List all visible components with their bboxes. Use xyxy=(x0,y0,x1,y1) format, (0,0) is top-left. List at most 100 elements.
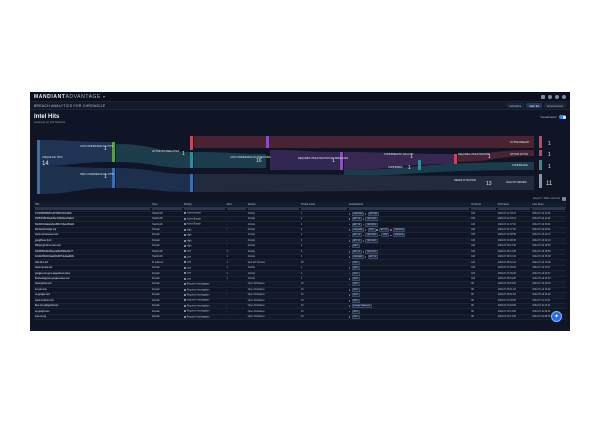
brand-logo[interactable]: MANDIANTADVANTAGE xyxy=(34,93,101,100)
assistant-fab[interactable]: ✦ xyxy=(551,311,562,322)
filter-input[interactable] xyxy=(152,207,182,210)
table-row[interactable]: ffesfreaitagrpax.googlereview.com Domain L… xyxy=(34,276,566,283)
node-low-confidence-hits[interactable] xyxy=(112,142,115,162)
association-tag[interactable]: UNC3524 xyxy=(392,228,406,232)
flow-teal-right[interactable] xyxy=(344,162,534,176)
node-active-breach[interactable] xyxy=(539,136,542,148)
association-tag[interactable]: FIN7 xyxy=(351,298,360,303)
association-tag[interactable]: UNC0000 xyxy=(351,255,364,259)
cell-ioc[interactable]: fdfhjsd-gbrstmv-nets.com xyxy=(34,243,152,250)
export-button[interactable]: Export ▾ Table columns xyxy=(533,197,560,200)
priority-checkbox[interactable] xyxy=(183,315,186,318)
association-tag[interactable]: UNC2447 xyxy=(365,249,378,254)
table-row[interactable]: us-google.com Domain Requires Investigatio… xyxy=(34,292,566,299)
association-tag[interactable]: APT/FIN xyxy=(367,211,379,216)
association-tag[interactable]: FIN7 xyxy=(351,244,360,248)
association-tag[interactable]: UNC0000 xyxy=(351,211,364,216)
association-tag[interactable]: FIN7 xyxy=(351,282,360,287)
priority-checkbox[interactable] xyxy=(183,239,186,242)
cell-ioc[interactable]: xset-ro.org xyxy=(34,314,152,321)
col-priority[interactable]: Priority xyxy=(182,202,226,208)
col-source[interactable]: Source xyxy=(246,202,300,208)
association-tag[interactable]: FIN7 xyxy=(351,260,360,265)
association-tag[interactable]: FIN7 xyxy=(351,271,360,276)
cell-ioc[interactable]: www.rendsmr.com xyxy=(34,298,152,304)
association-tag[interactable]: APT 41 xyxy=(351,249,362,254)
association-tag[interactable]: FIN7 xyxy=(367,228,376,232)
cell-ioc[interactable]: ffesfreaitagrpax.googlereview.com xyxy=(34,276,152,283)
flow-teal[interactable] xyxy=(116,144,190,168)
tab-alert-list[interactable]: Alert list xyxy=(526,102,543,109)
cell-ioc[interactable]: c5b6f8f92d0c4f0ea1a6f3d5b9e2d177 xyxy=(34,249,152,256)
avatar[interactable] xyxy=(562,94,566,99)
bell-icon[interactable] xyxy=(541,94,545,99)
cell-ioc[interactable]: www.mexicar.net xyxy=(34,265,152,272)
association-tag[interactable]: FIN7 xyxy=(351,309,360,314)
table-row[interactable]: 192.42.0.117 IP address Low 1 Intel Info Ser… xyxy=(34,259,566,266)
filter-input[interactable] xyxy=(471,207,496,210)
col-last-seen[interactable]: Last Seen xyxy=(531,202,566,208)
association-tag[interactable]: UNC0000 xyxy=(351,228,364,232)
association-tag[interactable]: UNC2447 xyxy=(365,233,378,238)
table-row[interactable]: fdsnfsd-ksrssdgs.org Domain High - Activity 1… xyxy=(34,227,566,234)
flow-gray-bottom[interactable] xyxy=(194,174,534,192)
table-row[interactable]: 47d4b6f99f5b6fcd6703f11f3f3e42bb Hash/md5… xyxy=(34,211,566,217)
association-tag[interactable]: UNC2447 xyxy=(365,238,378,243)
visualization-toggle[interactable]: Visualization xyxy=(540,115,566,119)
association-tag[interactable]: APT 29 xyxy=(367,255,378,259)
node-confidence[interactable] xyxy=(539,160,542,170)
filter-input[interactable] xyxy=(348,207,470,210)
node-unique-hits[interactable] xyxy=(37,140,40,194)
col-type[interactable]: Type xyxy=(151,202,183,208)
filter-input[interactable] xyxy=(497,207,531,210)
flow-red-top[interactable] xyxy=(194,136,534,148)
association-tag[interactable]: FIN7 xyxy=(351,315,360,319)
priority-checkbox[interactable] xyxy=(183,293,186,296)
cell-ioc[interactable]: lv-com.com xyxy=(34,287,152,294)
flow-blue-lower[interactable] xyxy=(40,166,112,194)
association-tag[interactable]: APT 41 xyxy=(351,238,362,243)
priority-checkbox[interactable] xyxy=(183,223,186,226)
flow-red-right[interactable] xyxy=(458,150,534,162)
association-tag[interactable]: APT 29 xyxy=(351,222,362,227)
settings-icon[interactable] xyxy=(555,94,559,99)
table-row[interactable]: xset-ro.org Domain Requires Investigation -… xyxy=(34,314,566,321)
table-row[interactable]: 1b8f0f738b1ba4e6be7f2b49ec25a3e2 Hash/md5… xyxy=(34,216,566,223)
node-analyst-review[interactable] xyxy=(539,174,542,188)
cell-ioc[interactable]: ap.googlr.com xyxy=(34,308,152,315)
cell-ioc[interactable]: files.mrs.g0ogwrld.com xyxy=(34,303,152,310)
association-tag[interactable]: FIN7 xyxy=(381,233,390,238)
table-row[interactable]: 0c4d2cf8b61b3aa094d0f7b2e6aa9b01 Hash/md5… xyxy=(34,254,566,261)
flow-blue-main[interactable] xyxy=(40,140,112,166)
association-tag[interactable]: APT 41 xyxy=(351,217,362,221)
filter-input[interactable] xyxy=(35,207,151,210)
priority-checkbox[interactable] xyxy=(183,299,186,302)
node-high-confidence-hits[interactable] xyxy=(112,168,115,188)
table-row[interactable]: ap.googlr.com Domain Requires Investigatio… xyxy=(34,308,566,315)
cell-ioc[interactable]: 0c4d2cf8b61b3aa094d0f7b2e6aa9b01 xyxy=(34,254,152,261)
priority-checkbox[interactable] xyxy=(183,212,186,215)
table-row[interactable]: www.gtrwer.com Domain Requires Investigati… xyxy=(34,281,566,288)
association-tag[interactable]: FIN7 xyxy=(351,276,360,281)
priority-checkbox[interactable] xyxy=(183,250,186,253)
priority-checkbox[interactable] xyxy=(183,228,186,231)
flow-purple[interactable] xyxy=(270,150,340,170)
priority-checkbox[interactable] xyxy=(183,245,186,248)
node-low-confidence-breaches[interactable] xyxy=(190,152,193,168)
tab-indicators[interactable]: Indicators xyxy=(506,102,525,109)
priority-checkbox[interactable] xyxy=(183,261,186,264)
priority-checkbox[interactable] xyxy=(183,283,186,286)
filter-input[interactable] xyxy=(226,207,246,210)
priority-checkbox[interactable] xyxy=(183,255,186,258)
node-mid-breaches[interactable] xyxy=(190,174,193,192)
priority-checkbox[interactable] xyxy=(183,234,186,237)
cell-ioc[interactable]: 192.42.0.117 xyxy=(34,259,152,266)
association-tag[interactable]: UNC0000 xyxy=(392,233,406,238)
filter-input[interactable] xyxy=(300,207,347,210)
chevron-down-icon[interactable]: ▾ xyxy=(102,94,105,99)
node-requires-investigation-breaches[interactable] xyxy=(266,136,269,148)
col-first-seen[interactable]: First Seen xyxy=(496,202,532,208)
table-row[interactable]: f9c2b8c3d4aa0e6a18f0c7b6e1d52a0b Hash/md5… xyxy=(34,221,566,228)
association-tag[interactable]: FIN7 xyxy=(351,293,360,297)
table-row[interactable]: googlthuos.fy.ch Domain High - Activity 1 APT … xyxy=(34,238,566,245)
